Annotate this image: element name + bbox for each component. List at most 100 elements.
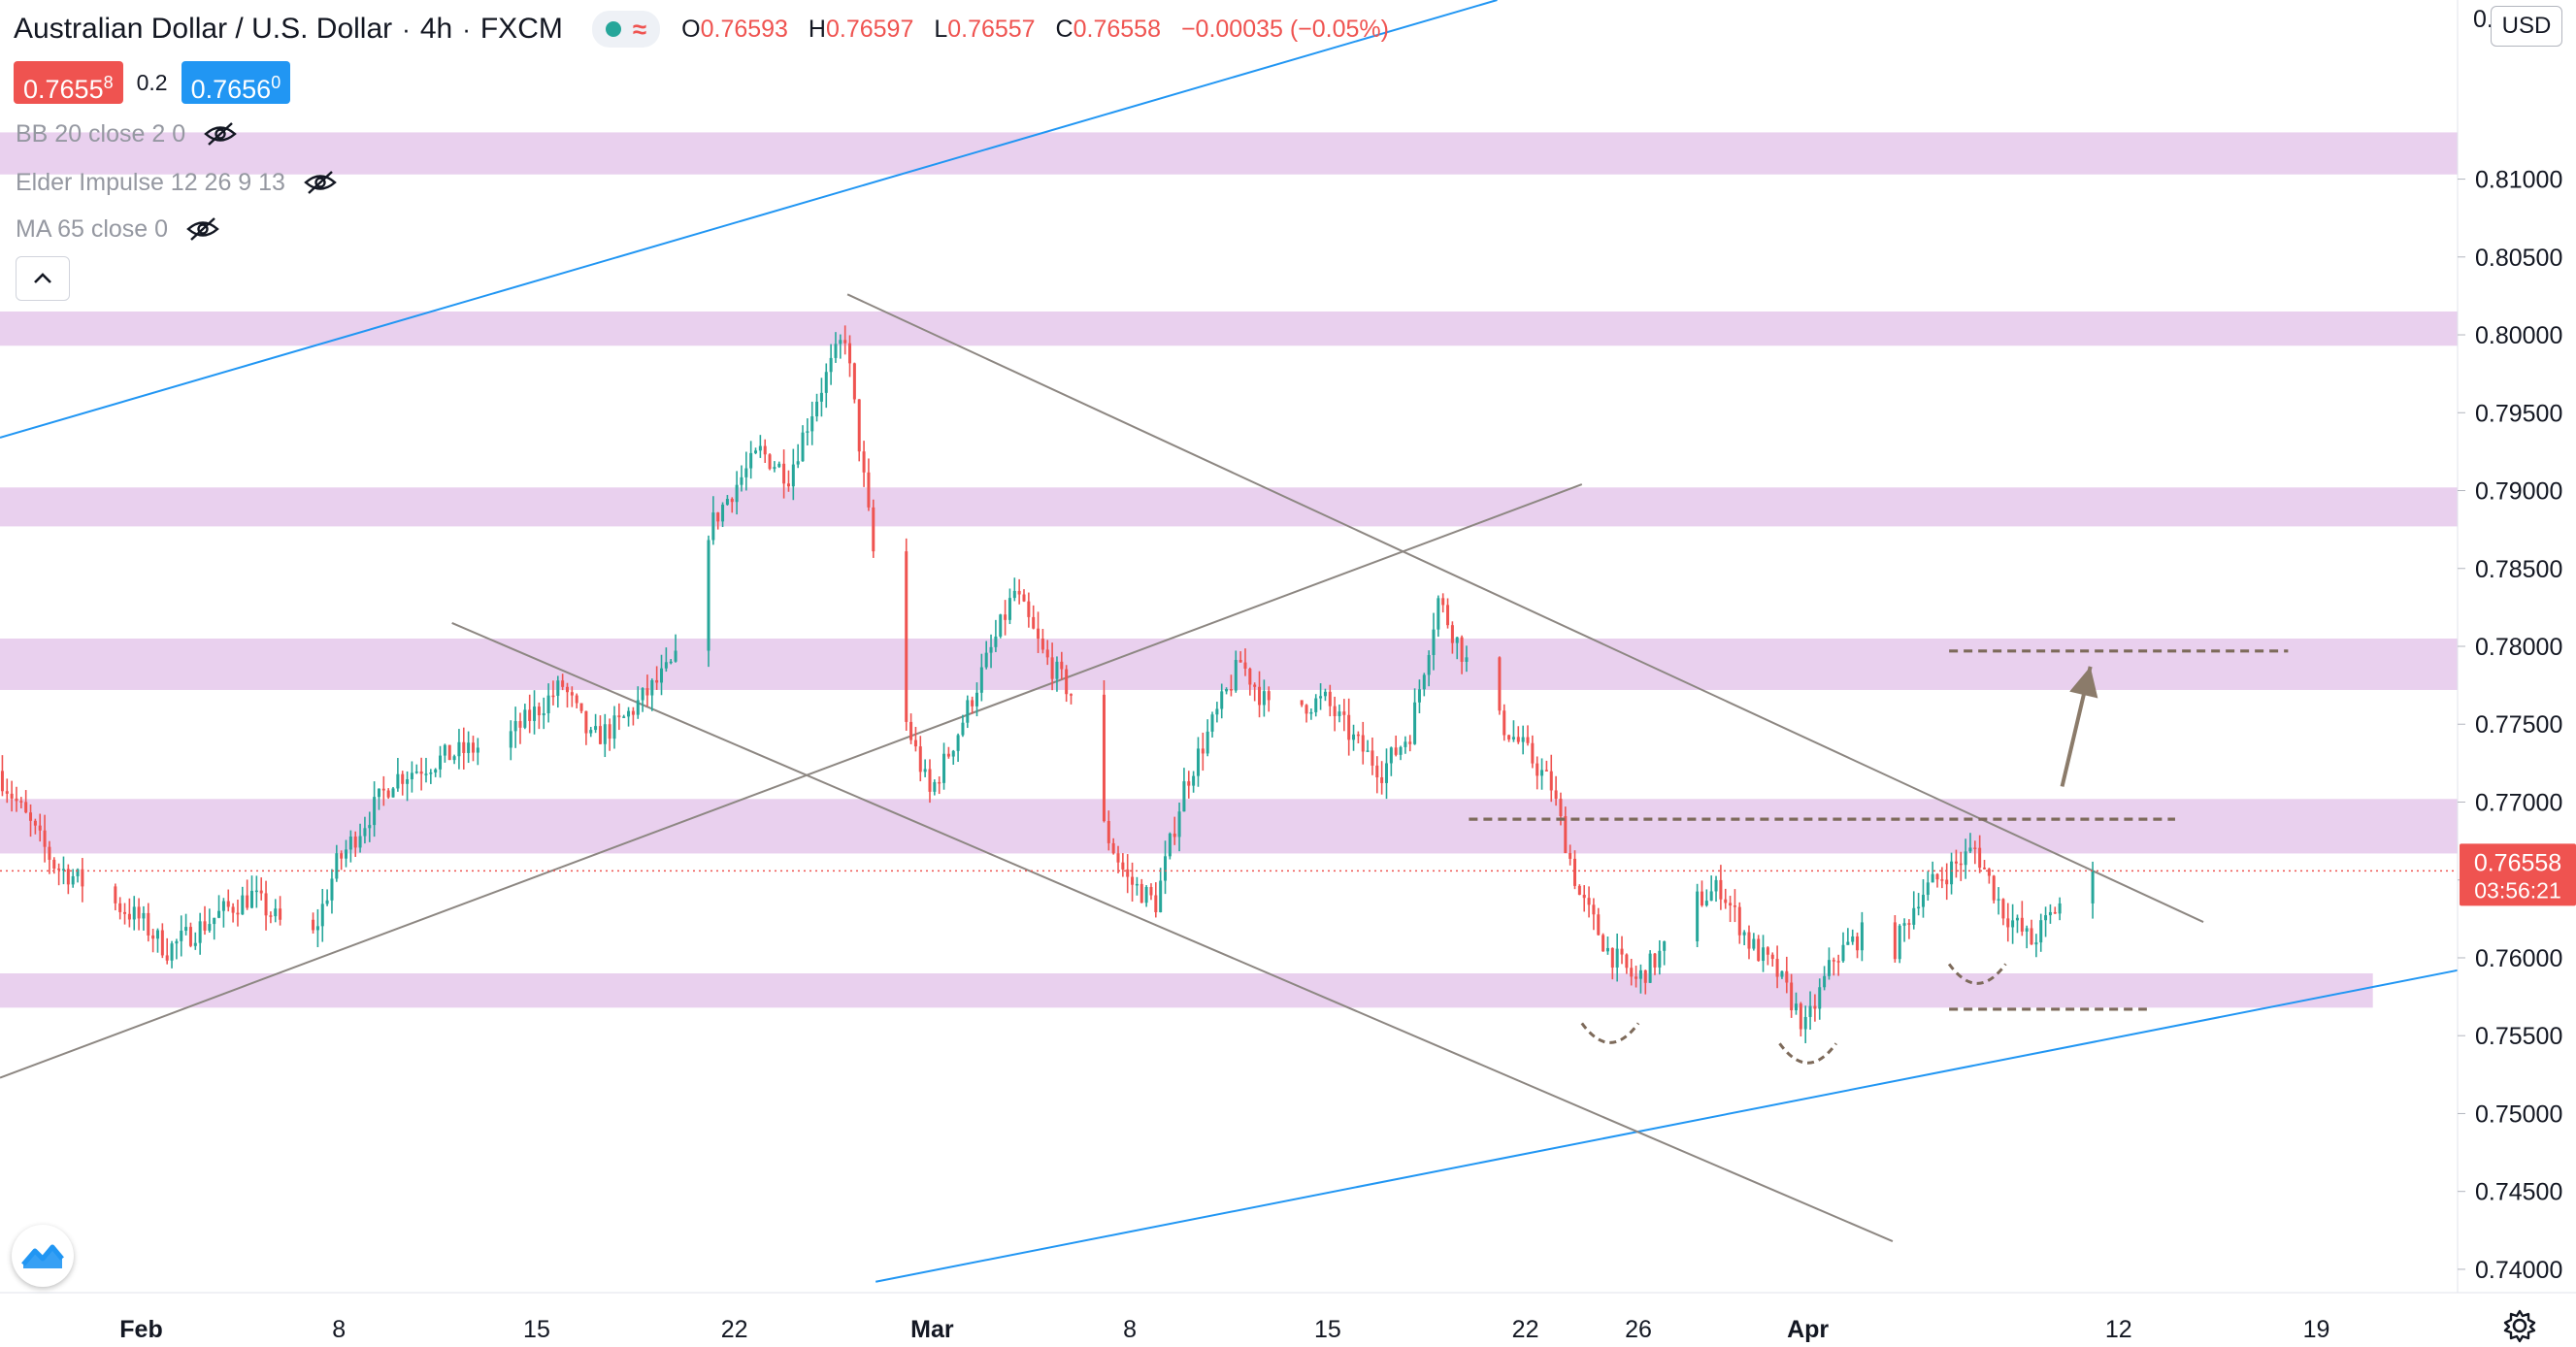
candle-down	[1945, 879, 1949, 885]
candle-down	[1954, 861, 1958, 864]
candle-up	[1521, 737, 1525, 742]
pattern-arc	[1778, 1042, 1837, 1065]
y-tick-label: 0.78000	[2475, 634, 2562, 661]
candle-down	[579, 703, 583, 711]
buy-button[interactable]: 0.76560	[181, 61, 291, 104]
candle-up	[373, 797, 377, 826]
candle-up	[711, 512, 715, 541]
candle-up	[1752, 938, 1756, 949]
change-value: −0.00035 (−0.05%)	[1180, 15, 1389, 43]
candle-up	[410, 772, 413, 779]
collapse-legend-button[interactable]	[16, 256, 70, 301]
last-price-label-bg	[2460, 843, 2576, 906]
indicator-ma[interactable]: MA 65 close 0	[16, 210, 220, 248]
candle-up	[1012, 590, 1016, 599]
candle-up	[1205, 731, 1209, 754]
candle-up	[829, 357, 833, 373]
candle-down	[598, 726, 602, 744]
y-tick-label: 0.80000	[2475, 322, 2562, 349]
candle-down	[1564, 815, 1568, 854]
candle-down	[1544, 770, 1548, 772]
candle-up	[406, 778, 410, 784]
symbol-title[interactable]: Australian Dollar / U.S. Dollar	[14, 13, 393, 45]
eye-hidden-icon[interactable]	[203, 121, 238, 147]
last-price-value: 0.76558	[2474, 849, 2561, 876]
candle-down	[716, 512, 720, 522]
candle-down	[1700, 891, 1703, 905]
candle-up	[1714, 879, 1718, 892]
buy-price: 0.7656	[190, 75, 272, 104]
projection-arrow	[2060, 666, 2098, 787]
x-tick-label: 12	[2105, 1316, 2132, 1343]
candle-up	[834, 344, 838, 358]
candle-down	[1172, 833, 1176, 838]
candle-down	[236, 912, 240, 915]
candle-down	[1559, 799, 1563, 816]
time-axis[interactable]: Feb 8 15 22 Mar 8 15 22 26 Apr 12 19	[119, 1316, 2329, 1343]
candle-down	[730, 499, 734, 503]
candle-up	[184, 927, 188, 932]
candle-down	[1856, 936, 1860, 951]
candle-down	[2020, 917, 2024, 932]
candle-down	[1229, 689, 1233, 691]
candle-down	[843, 340, 847, 344]
candle-up	[2015, 917, 2019, 921]
candle-down	[1729, 903, 1733, 906]
candle-down	[1554, 790, 1558, 800]
candle-up	[1827, 960, 1831, 976]
gear-icon[interactable]	[2500, 1306, 2539, 1345]
indicator-elder-impulse[interactable]: Elder Impulse 12 26 9 13	[16, 163, 338, 202]
tradingview-logo[interactable]	[12, 1225, 74, 1287]
x-tick-label: 15	[1314, 1316, 1341, 1343]
candle-down	[786, 483, 790, 487]
y-tick-label: 0.75000	[2475, 1101, 2562, 1128]
candle-down	[165, 955, 169, 961]
candle-up	[1851, 936, 1855, 942]
candle-down	[1625, 954, 1629, 969]
candle-up	[315, 926, 319, 931]
candle-up	[1404, 741, 1407, 747]
currency-selector[interactable]: USD	[2491, 6, 2562, 47]
eye-hidden-icon[interactable]	[303, 170, 338, 195]
candle-up	[1159, 880, 1163, 913]
candle-up	[414, 772, 418, 773]
candle-up	[533, 706, 537, 721]
candle-down	[1149, 887, 1153, 896]
candle-down	[1347, 714, 1351, 740]
waves-icon: ≈	[632, 14, 647, 44]
candle-up	[1704, 901, 1708, 905]
candle-up	[801, 432, 805, 462]
candle-up	[193, 942, 197, 946]
candle-down	[1790, 982, 1794, 1011]
indicator-bb[interactable]: BB 20 close 2 0	[16, 115, 238, 153]
candle-up	[1912, 907, 1916, 925]
candle-down	[471, 742, 475, 753]
candle-down	[381, 788, 385, 791]
candle-up	[984, 652, 988, 668]
candle-down	[1305, 705, 1308, 714]
candle-up	[198, 921, 202, 943]
candle-up	[2044, 915, 2048, 921]
candle-down	[1733, 905, 1736, 907]
status-badge[interactable]: ≈	[591, 11, 661, 48]
sell-button[interactable]: 0.76558	[14, 61, 123, 104]
candle-down	[231, 906, 235, 913]
candle-up	[358, 836, 362, 848]
candle-down	[1757, 938, 1761, 962]
interval-label[interactable]: 4h	[419, 13, 453, 45]
candle-up	[180, 931, 183, 941]
candle-down	[565, 686, 569, 693]
candle-down	[1987, 869, 1991, 876]
eye-hidden-icon[interactable]	[185, 216, 220, 242]
candle-up	[1997, 899, 2000, 901]
candle-down	[246, 895, 249, 908]
candle-up	[213, 917, 216, 925]
candle-down	[2030, 928, 2033, 945]
candle-up	[1615, 948, 1619, 968]
price-axis-bg	[2458, 0, 2576, 1291]
candle-down	[1121, 862, 1125, 870]
candle-up	[208, 924, 212, 931]
close-value: 0.76558	[1073, 15, 1161, 43]
